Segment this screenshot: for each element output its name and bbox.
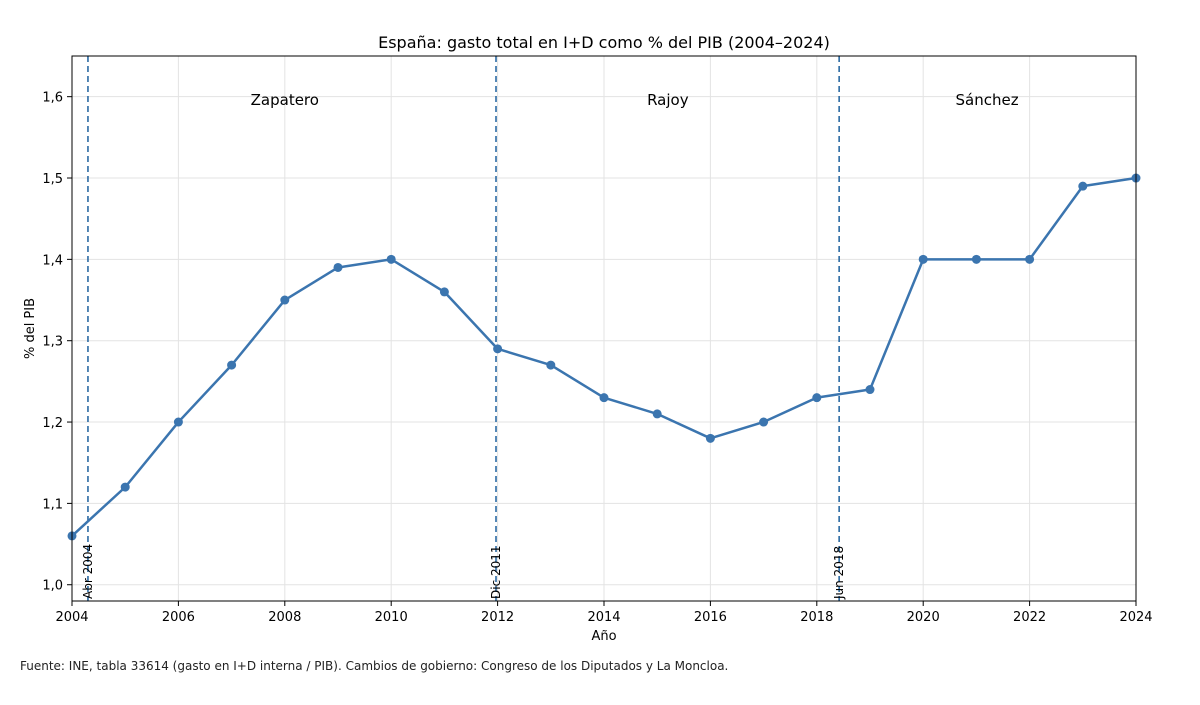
data-point — [173, 417, 183, 427]
period-labels: Zapatero Rajoy Sánchez — [251, 91, 1019, 109]
y-axis-label: % del PIB — [23, 298, 38, 359]
data-point — [971, 254, 981, 264]
x-tick-label: 2020 — [907, 610, 940, 625]
y-tick-label: 1,5 — [42, 172, 63, 187]
chart-title: España: gasto total en I+D como % del PI… — [378, 33, 830, 52]
data-point — [918, 254, 928, 264]
data-point — [120, 482, 130, 492]
data-point — [1025, 254, 1035, 264]
event-lines: Abr 2004 Dic 2011 Jun 2018 — [81, 56, 846, 601]
y-tick-label: 1,0 — [42, 579, 63, 594]
y-tick-label: 1,1 — [42, 497, 63, 512]
data-point — [333, 262, 343, 272]
y-tick-label: 1,3 — [42, 335, 63, 350]
data-point — [546, 360, 556, 370]
x-tick-label: 2010 — [375, 610, 408, 625]
x-tick-label: 2024 — [1119, 610, 1152, 625]
data-point — [652, 409, 662, 419]
period-label: Rajoy — [647, 91, 689, 109]
x-tick-label: 2014 — [587, 610, 620, 625]
y-tick-label: 1,2 — [42, 416, 63, 431]
event-label: Abr 2004 — [81, 544, 95, 599]
x-tick-label: 2008 — [268, 610, 301, 625]
data-point — [280, 295, 290, 305]
x-tick-label: 2022 — [1013, 610, 1046, 625]
x-tick-label: 2006 — [162, 610, 195, 625]
y-tick-label: 1,6 — [42, 91, 63, 106]
x-tick-label: 2018 — [800, 610, 833, 625]
data-point — [865, 385, 875, 395]
event-label: Dic 2011 — [489, 545, 503, 599]
data-point — [812, 393, 822, 403]
data-point — [386, 254, 396, 264]
period-label: Sánchez — [956, 91, 1019, 109]
data-point — [493, 344, 503, 354]
x-tick-label: 2012 — [481, 610, 514, 625]
data-point — [759, 417, 769, 427]
data-point — [227, 360, 237, 370]
x-tick-label: 2016 — [694, 610, 727, 625]
x-tick-label: 2004 — [55, 610, 88, 625]
data-point — [1078, 181, 1088, 191]
source-note: Fuente: INE, tabla 33614 (gasto en I+D i… — [20, 659, 728, 673]
series-layer — [67, 173, 1141, 541]
axis-ticks: 2004 2006 2008 2010 2012 2014 2016 2018 2020 2022… — [42, 91, 1152, 625]
y-tick-label: 1,4 — [42, 253, 63, 268]
event-label: Jun 2018 — [832, 546, 846, 600]
period-label: Zapatero — [251, 91, 319, 109]
data-point — [439, 287, 449, 297]
data-point — [705, 433, 715, 443]
grid-layer — [71, 56, 1137, 601]
x-axis-label: Año — [591, 629, 616, 644]
data-point — [599, 393, 609, 403]
